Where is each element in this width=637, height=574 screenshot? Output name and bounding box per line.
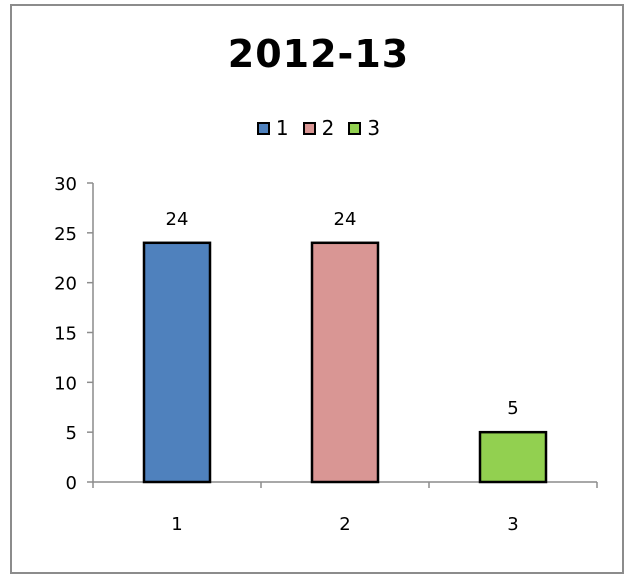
- y-tick-label: 10: [54, 373, 77, 394]
- legend-swatch-3: [348, 121, 362, 135]
- legend-label-3: 3: [367, 116, 381, 140]
- chart-title: 2012-13: [227, 32, 410, 76]
- y-tick-label: 15: [54, 324, 77, 345]
- y-tick-label: 5: [66, 423, 77, 444]
- bar-1: [142, 241, 212, 484]
- x-tick-label-2: 2: [339, 514, 350, 535]
- data-label-1: 24: [166, 209, 189, 230]
- y-tick-label: 0: [66, 473, 77, 494]
- y-tick-label: 25: [54, 224, 77, 245]
- legend-label-1: 1: [275, 116, 289, 140]
- data-label-2: 24: [334, 209, 357, 230]
- legend-item-1: 1: [256, 116, 289, 140]
- legend-item-3: 3: [348, 116, 380, 140]
- bar-2: [310, 241, 380, 484]
- x-tick-label-1: 1: [171, 514, 182, 535]
- y-tick-label: 30: [54, 174, 77, 195]
- legend-swatch-2: [302, 121, 316, 135]
- bar-3: [478, 430, 548, 484]
- y-tick-label: 20: [54, 274, 77, 295]
- chart-legend: 1 2 3: [0, 116, 637, 140]
- x-tick-label-3: 3: [507, 514, 518, 535]
- legend-label-2: 2: [321, 116, 335, 140]
- data-label-3: 5: [507, 398, 518, 419]
- legend-swatch-1: [256, 121, 270, 135]
- legend-item-2: 2: [302, 116, 335, 140]
